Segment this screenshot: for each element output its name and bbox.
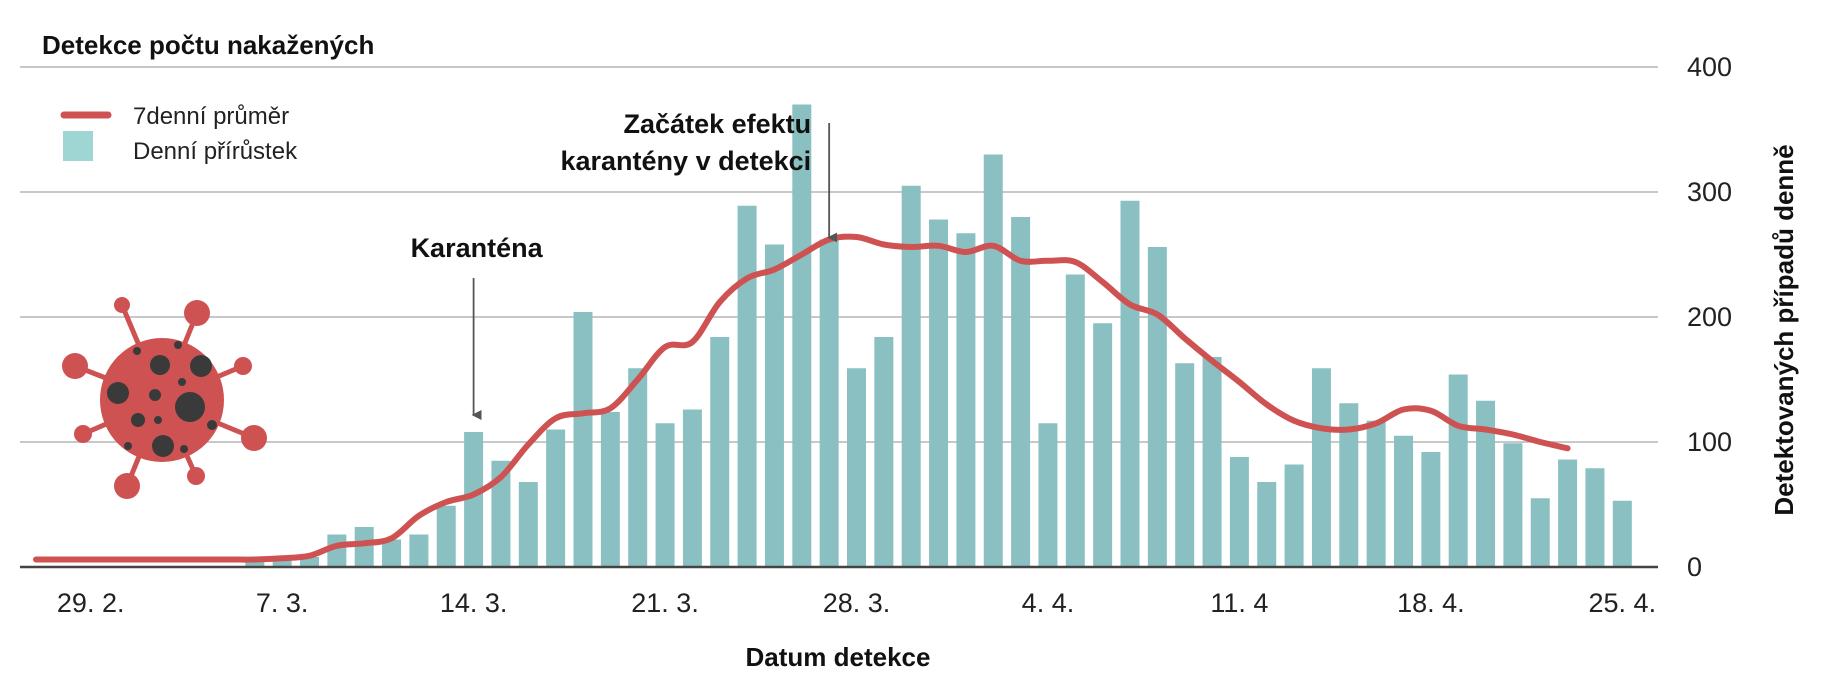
annotations: Karanténa Začátek efektu karantény v detek…: [411, 109, 838, 420]
x-tick-label: 18. 4.: [1397, 588, 1465, 618]
x-tick-label: 25. 4.: [1589, 588, 1657, 618]
virus-icon: [62, 297, 267, 499]
bar: [546, 429, 566, 567]
bar: [300, 557, 319, 567]
bar: [901, 185, 921, 567]
bar: [464, 432, 484, 567]
x-tick-label: 28. 3.: [823, 588, 891, 618]
bar: [491, 460, 511, 567]
bar: [600, 412, 620, 567]
y-axis-tick-labels: 0 100 200 300 400: [1687, 52, 1732, 582]
bar: [1366, 420, 1386, 567]
x-tick-label: 29. 2.: [57, 588, 125, 618]
bar: [628, 368, 648, 567]
annotation-effect-line1: Začátek efektu: [624, 109, 812, 139]
y-tick-label: 400: [1687, 52, 1732, 82]
bar: [1448, 374, 1468, 567]
bar: [1147, 247, 1167, 567]
y-tick-label: 0: [1687, 552, 1702, 582]
annotation-quarantine: Karanténa: [411, 233, 544, 263]
bar: [1065, 274, 1085, 567]
bar: [1476, 400, 1496, 567]
y-axis-title: Detektovaných případů denně: [1769, 144, 1799, 515]
bar: [737, 205, 757, 567]
bar: [1558, 459, 1578, 567]
x-axis: 29. 2. 7. 3. 14. 3. 21. 3. 28. 3. 4. 4. 11. 4 1…: [20, 565, 1658, 618]
bar: [682, 409, 702, 567]
bar: [1585, 468, 1605, 567]
x-tick-label: 4. 4.: [1022, 588, 1075, 618]
bar: [1530, 498, 1550, 567]
bar: [1421, 452, 1441, 567]
bar: [1229, 457, 1249, 567]
y-tick-label: 300: [1687, 177, 1732, 207]
bar: [245, 560, 265, 567]
y-tick-label: 100: [1687, 427, 1732, 457]
legend-box-swatch: [63, 131, 93, 161]
bar: [1257, 482, 1277, 567]
bar: [874, 337, 894, 567]
bar: [1120, 200, 1140, 567]
x-tick-label: 7. 3.: [256, 588, 309, 618]
annotation-effect-line2: karantény v detekci: [561, 146, 812, 176]
bar: [1202, 357, 1222, 567]
legend: 7denní průměr Denní přírůstek: [60, 103, 298, 165]
bar: [710, 337, 730, 567]
bar: [518, 482, 538, 567]
bar: [792, 104, 812, 567]
y-tick-label: 200: [1687, 302, 1732, 332]
bar: [436, 505, 456, 567]
bar: [382, 539, 402, 567]
average-line: [33, 233, 1571, 563]
bar: [272, 557, 292, 567]
bar: [1093, 323, 1113, 567]
bar: [1038, 423, 1058, 567]
bar: [847, 368, 866, 567]
bar: [1339, 403, 1359, 567]
x-tick-label: 21. 3.: [631, 588, 699, 618]
line-series: [33, 233, 1571, 563]
bar: [1175, 363, 1195, 567]
bar: [764, 244, 784, 567]
legend-label-daily: Denní přírůstek: [133, 138, 298, 165]
bar: [409, 534, 429, 567]
chart-title: Detekce počtu nakažených: [42, 30, 374, 60]
bar-series: [245, 104, 1632, 567]
bar: [1503, 443, 1523, 567]
x-tick-label: 11. 4: [1210, 588, 1268, 618]
bar: [929, 219, 949, 567]
x-axis-title: Datum detekce: [746, 642, 931, 672]
bar: [1394, 435, 1413, 567]
bar: [819, 239, 839, 567]
bar: [655, 423, 675, 567]
bar: [1311, 368, 1331, 567]
bar: [1284, 464, 1304, 567]
bar: [354, 527, 374, 567]
x-tick-label: 14. 3.: [440, 588, 508, 618]
bar: [573, 312, 593, 567]
bar: [1011, 217, 1031, 567]
legend-label-average: 7denní průměr: [133, 103, 289, 130]
bar: [956, 233, 976, 567]
bar: [1612, 500, 1632, 567]
bar: [983, 154, 1003, 567]
